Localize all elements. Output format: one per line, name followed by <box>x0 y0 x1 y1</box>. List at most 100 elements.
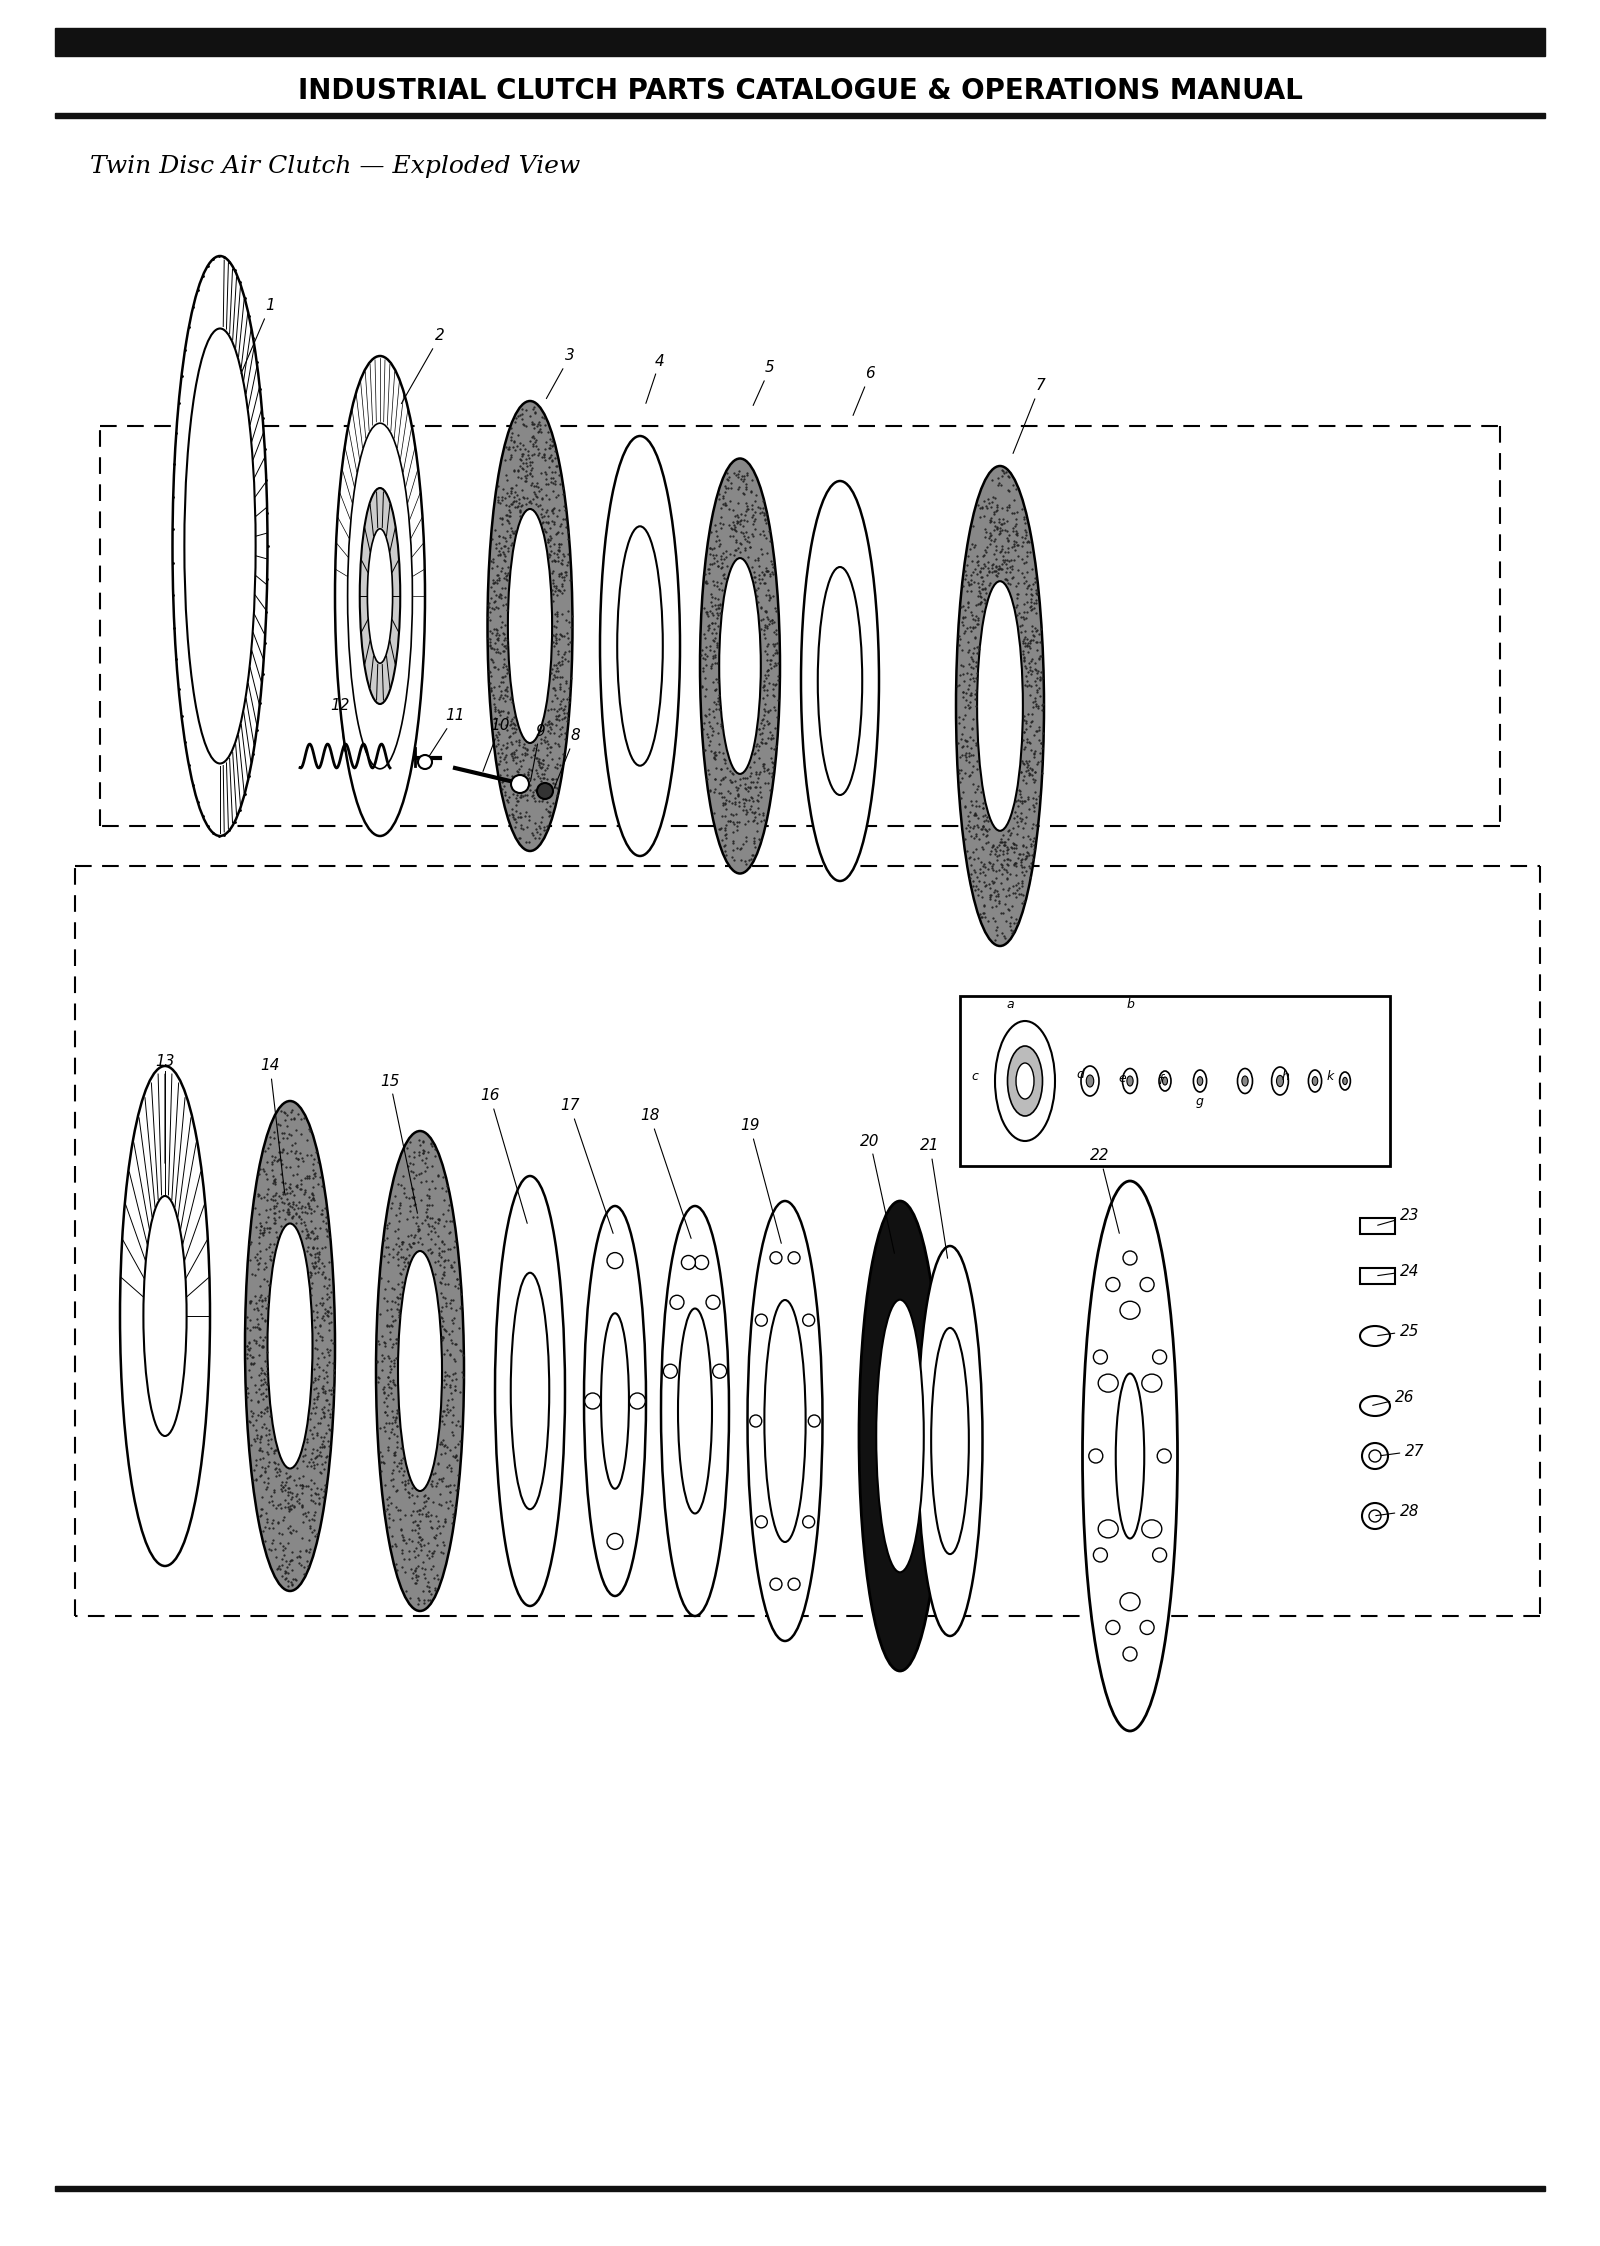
Ellipse shape <box>917 1247 982 1635</box>
Circle shape <box>1362 1503 1389 1530</box>
Circle shape <box>803 1314 814 1325</box>
Ellipse shape <box>995 1022 1054 1141</box>
Ellipse shape <box>1115 1375 1144 1539</box>
Ellipse shape <box>1142 1521 1162 1539</box>
Text: h: h <box>1282 1069 1290 1083</box>
Ellipse shape <box>1093 1547 1107 1561</box>
Circle shape <box>755 1516 768 1527</box>
Text: g: g <box>1197 1094 1203 1107</box>
Ellipse shape <box>1088 1449 1102 1462</box>
Ellipse shape <box>718 557 762 775</box>
Text: 20: 20 <box>861 1134 894 1253</box>
Ellipse shape <box>747 1202 822 1642</box>
Circle shape <box>755 1314 768 1325</box>
Ellipse shape <box>1106 1278 1120 1291</box>
Ellipse shape <box>120 1067 210 1565</box>
Ellipse shape <box>818 566 862 795</box>
Text: 16: 16 <box>480 1089 528 1224</box>
Circle shape <box>682 1256 696 1269</box>
Ellipse shape <box>1194 1069 1206 1092</box>
Ellipse shape <box>931 1327 970 1554</box>
Text: 28: 28 <box>1376 1503 1419 1518</box>
Circle shape <box>706 1296 720 1309</box>
Ellipse shape <box>398 1251 442 1491</box>
Text: 19: 19 <box>741 1119 781 1244</box>
Text: INDUSTRIAL CLUTCH PARTS CATALOGUE & OPERATIONS MANUAL: INDUSTRIAL CLUTCH PARTS CATALOGUE & OPER… <box>298 76 1302 106</box>
Text: 12: 12 <box>330 699 350 750</box>
Ellipse shape <box>859 1202 941 1671</box>
Ellipse shape <box>1008 1047 1043 1116</box>
Ellipse shape <box>347 422 413 768</box>
Text: 22: 22 <box>1090 1148 1120 1233</box>
Circle shape <box>789 1251 800 1264</box>
Ellipse shape <box>1309 1069 1322 1092</box>
Ellipse shape <box>1016 1062 1034 1098</box>
Ellipse shape <box>1082 1067 1099 1096</box>
Ellipse shape <box>507 510 552 743</box>
Bar <box>1360 1269 1395 1285</box>
Text: b: b <box>1126 997 1134 1011</box>
Circle shape <box>664 1363 677 1379</box>
Ellipse shape <box>376 1132 464 1610</box>
Ellipse shape <box>494 1177 565 1606</box>
Ellipse shape <box>334 357 426 836</box>
Ellipse shape <box>1120 1592 1139 1610</box>
Text: 11: 11 <box>429 707 464 755</box>
Ellipse shape <box>267 1224 312 1469</box>
Circle shape <box>606 1534 622 1550</box>
Text: a: a <box>1006 997 1014 1011</box>
Ellipse shape <box>1312 1076 1318 1085</box>
Circle shape <box>418 755 432 768</box>
Text: 2: 2 <box>402 328 445 404</box>
Circle shape <box>1362 1442 1389 1469</box>
Ellipse shape <box>144 1197 187 1435</box>
Ellipse shape <box>701 458 781 874</box>
Ellipse shape <box>600 436 680 856</box>
Ellipse shape <box>1152 1547 1166 1561</box>
Text: 25: 25 <box>1378 1323 1419 1339</box>
Circle shape <box>750 1415 762 1426</box>
Text: 21: 21 <box>920 1139 947 1258</box>
Ellipse shape <box>1142 1375 1162 1393</box>
Circle shape <box>770 1251 782 1264</box>
Ellipse shape <box>661 1206 730 1617</box>
Ellipse shape <box>1277 1076 1283 1087</box>
Circle shape <box>770 1579 782 1590</box>
Ellipse shape <box>802 481 878 880</box>
Ellipse shape <box>1339 1071 1350 1089</box>
Text: 10: 10 <box>483 719 510 770</box>
Ellipse shape <box>1141 1278 1154 1291</box>
Ellipse shape <box>618 526 662 766</box>
Circle shape <box>629 1393 645 1408</box>
Circle shape <box>789 1579 800 1590</box>
Ellipse shape <box>678 1309 712 1514</box>
Ellipse shape <box>765 1300 806 1543</box>
Text: 15: 15 <box>381 1074 418 1213</box>
Text: 13: 13 <box>155 1053 174 1163</box>
Ellipse shape <box>584 1206 646 1597</box>
Text: 24: 24 <box>1378 1264 1419 1278</box>
Text: 6: 6 <box>853 366 875 416</box>
Ellipse shape <box>1157 1449 1171 1462</box>
Ellipse shape <box>1242 1076 1248 1087</box>
Ellipse shape <box>368 528 392 663</box>
Text: 14: 14 <box>261 1058 285 1193</box>
Ellipse shape <box>1237 1069 1253 1094</box>
Circle shape <box>584 1393 600 1408</box>
Ellipse shape <box>1098 1375 1118 1393</box>
Ellipse shape <box>1197 1076 1203 1085</box>
Ellipse shape <box>1152 1350 1166 1363</box>
Ellipse shape <box>1123 1069 1138 1094</box>
Text: d: d <box>1077 1067 1083 1080</box>
Ellipse shape <box>1158 1071 1171 1092</box>
Ellipse shape <box>488 402 573 851</box>
Text: 27: 27 <box>1381 1444 1424 1458</box>
Ellipse shape <box>1360 1325 1390 1345</box>
Text: c: c <box>971 1069 979 1083</box>
Ellipse shape <box>245 1101 334 1590</box>
Text: 18: 18 <box>640 1110 691 1238</box>
Text: 26: 26 <box>1373 1390 1414 1406</box>
Ellipse shape <box>1086 1076 1094 1087</box>
Text: 23: 23 <box>1378 1208 1419 1226</box>
Circle shape <box>510 775 530 793</box>
